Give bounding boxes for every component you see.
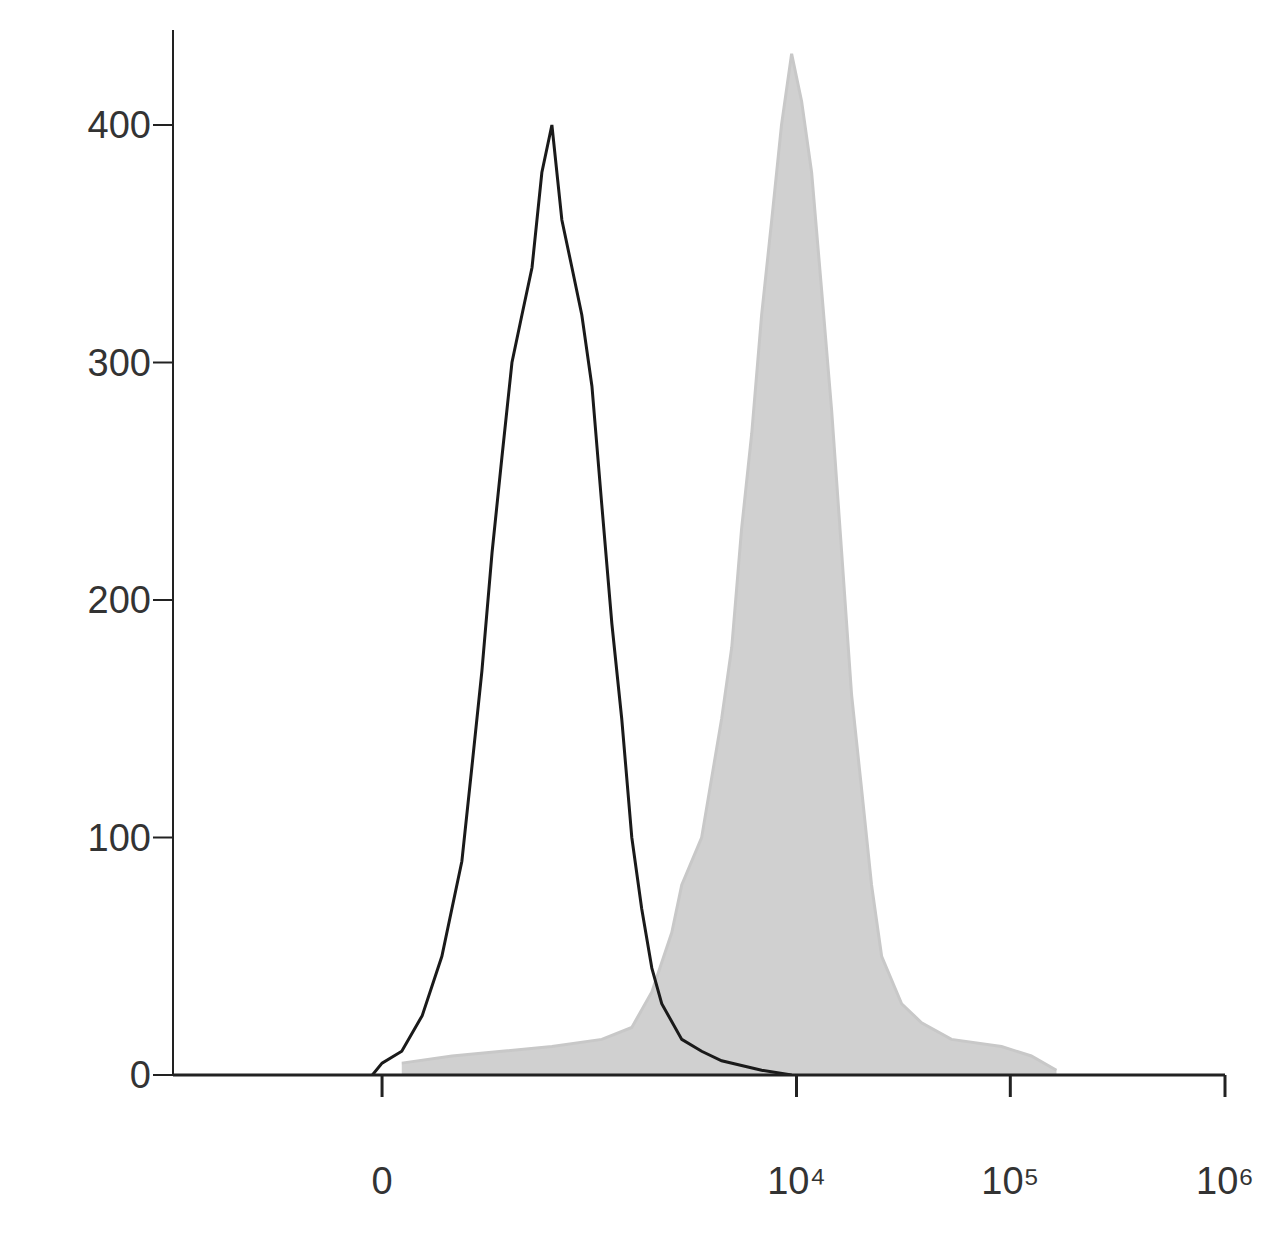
svg-text:10⁵: 10⁵	[981, 1160, 1039, 1202]
svg-text:100: 100	[88, 817, 151, 859]
svg-text:0: 0	[130, 1054, 151, 1096]
svg-text:300: 300	[88, 342, 151, 384]
svg-text:200: 200	[88, 579, 151, 621]
svg-text:10⁴: 10⁴	[767, 1160, 826, 1202]
svg-text:10⁶: 10⁶	[1196, 1160, 1254, 1202]
svg-text:0: 0	[371, 1160, 392, 1202]
svg-text:400: 400	[88, 104, 151, 146]
